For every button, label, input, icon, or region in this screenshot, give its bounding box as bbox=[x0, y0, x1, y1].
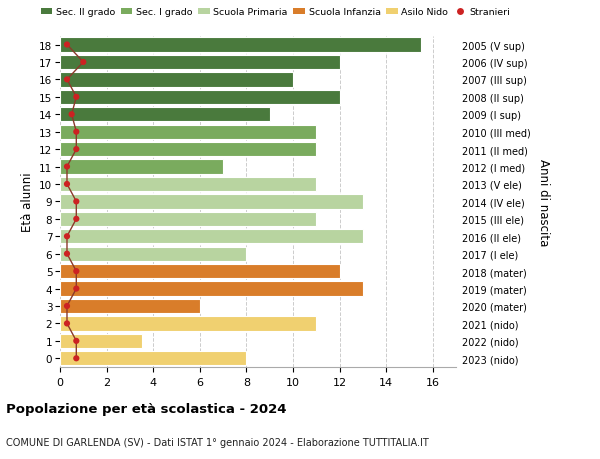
Bar bbox=[60, 195, 363, 209]
Bar bbox=[60, 108, 269, 122]
Y-axis label: Età alunni: Età alunni bbox=[20, 172, 34, 232]
Point bbox=[71, 146, 81, 153]
Point bbox=[62, 251, 72, 258]
Bar bbox=[60, 282, 363, 296]
Bar bbox=[60, 230, 363, 244]
Point bbox=[71, 337, 81, 345]
Bar bbox=[60, 90, 340, 105]
Bar bbox=[60, 334, 142, 348]
Legend: Sec. II grado, Sec. I grado, Scuola Primaria, Scuola Infanzia, Asilo Nido, Stran: Sec. II grado, Sec. I grado, Scuola Prim… bbox=[41, 8, 510, 17]
Point bbox=[62, 302, 72, 310]
Point bbox=[62, 181, 72, 188]
Bar bbox=[60, 264, 340, 279]
Y-axis label: Anni di nascita: Anni di nascita bbox=[537, 158, 550, 246]
Point bbox=[71, 129, 81, 136]
Bar bbox=[60, 143, 316, 157]
Point bbox=[62, 77, 72, 84]
Text: Popolazione per età scolastica - 2024: Popolazione per età scolastica - 2024 bbox=[6, 403, 287, 415]
Bar bbox=[60, 317, 316, 331]
Bar bbox=[60, 56, 340, 70]
Point bbox=[71, 198, 81, 206]
Bar bbox=[60, 38, 421, 52]
Bar bbox=[60, 73, 293, 87]
Point bbox=[79, 59, 88, 67]
Bar bbox=[60, 247, 247, 261]
Text: COMUNE DI GARLENDA (SV) - Dati ISTAT 1° gennaio 2024 - Elaborazione TUTTITALIA.I: COMUNE DI GARLENDA (SV) - Dati ISTAT 1° … bbox=[6, 437, 429, 448]
Bar bbox=[60, 299, 200, 313]
Bar bbox=[60, 352, 247, 366]
Point bbox=[71, 285, 81, 292]
Point bbox=[62, 320, 72, 327]
Point bbox=[71, 268, 81, 275]
Bar bbox=[60, 178, 316, 192]
Point bbox=[62, 163, 72, 171]
Point bbox=[67, 112, 76, 119]
Bar bbox=[60, 125, 316, 140]
Bar bbox=[60, 160, 223, 174]
Point bbox=[62, 233, 72, 241]
Point bbox=[71, 216, 81, 223]
Point bbox=[62, 42, 72, 49]
Point bbox=[71, 355, 81, 362]
Bar bbox=[60, 212, 316, 226]
Point bbox=[71, 94, 81, 101]
